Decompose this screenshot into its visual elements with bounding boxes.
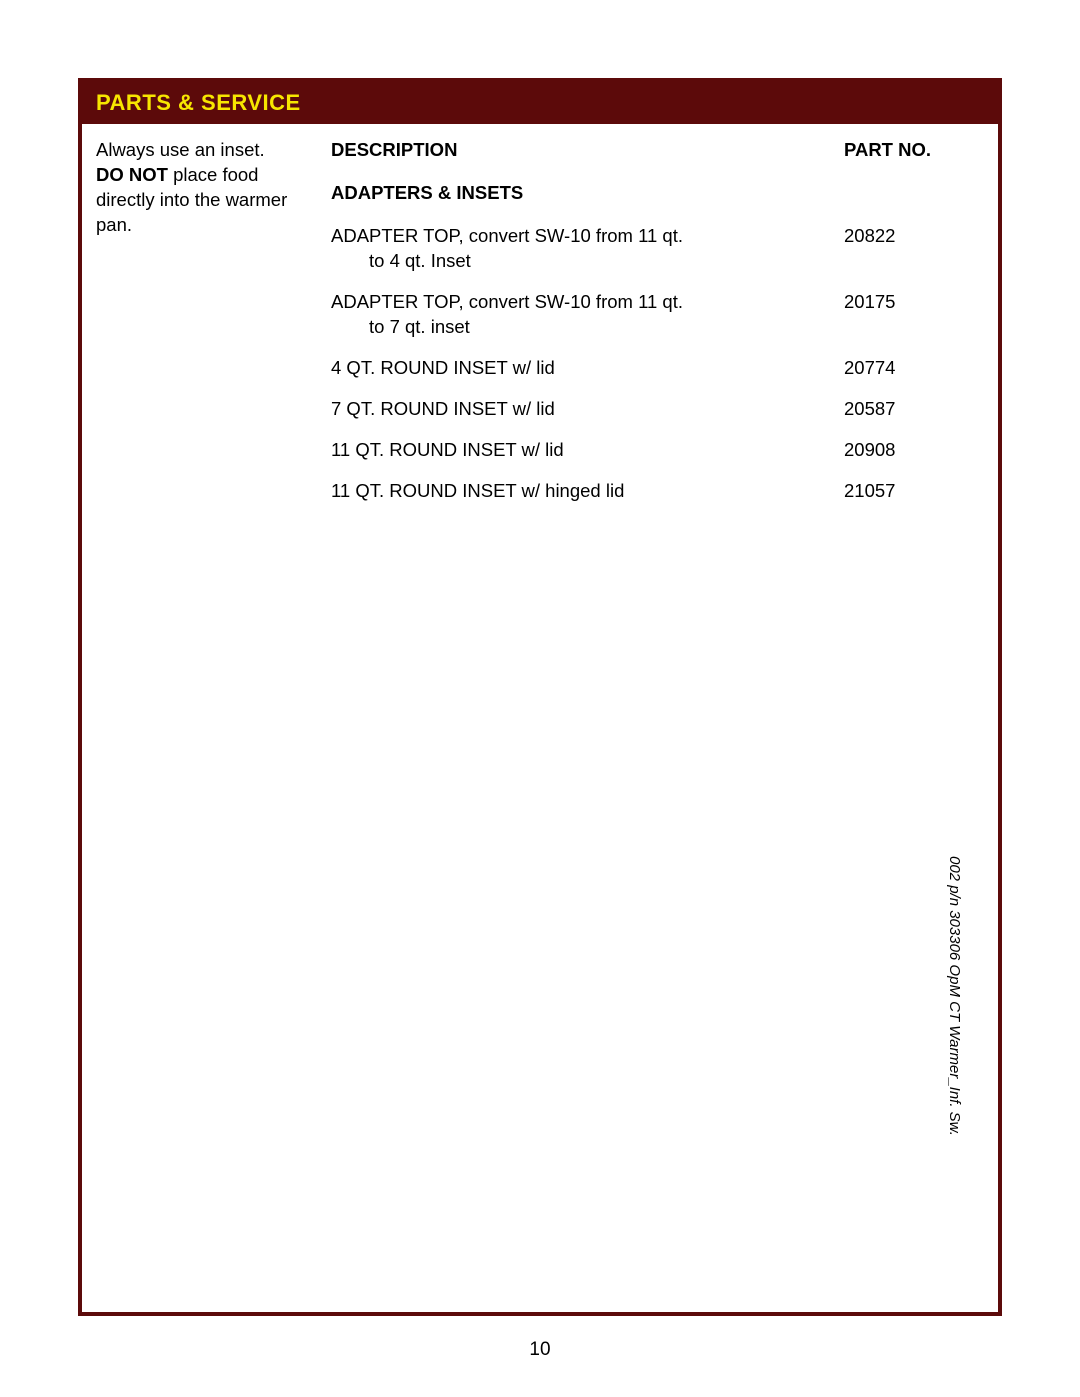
table-row: ADAPTER TOP, convert SW-10 from 11 qt. t…	[331, 290, 984, 340]
row-partno: 20908	[844, 438, 984, 463]
row-description: ADAPTER TOP, convert SW-10 from 11 qt. t…	[331, 290, 844, 340]
row-partno: 20587	[844, 397, 984, 422]
row-description: 7 QT. ROUND INSET w/ lid	[331, 397, 844, 422]
sidebar-line1: Always use an inset.	[96, 138, 321, 163]
row-description: 11 QT. ROUND INSET w/ hinged lid	[331, 479, 844, 504]
row-desc-sub: to 4 qt. Inset	[331, 249, 844, 274]
row-description: 4 QT. ROUND INSET w/ lid	[331, 356, 844, 381]
row-desc-sub: to 7 qt. inset	[331, 315, 844, 340]
table-row: 7 QT. ROUND INSET w/ lid 20587	[331, 397, 984, 422]
row-desc-main: ADAPTER TOP, convert SW-10 from 11 qt.	[331, 290, 844, 315]
col-header-description: DESCRIPTION	[331, 138, 844, 163]
document-id-label: 002 p/n 303306 OpM CT Warmer_Inf. Sw.	[945, 856, 963, 1196]
sidebar-donot: DO NOT	[96, 164, 168, 185]
section-title: PARTS & SERVICE	[96, 90, 301, 115]
row-description: 11 QT. ROUND INSET w/ lid	[331, 438, 844, 463]
content-area: Always use an inset. DO NOT place food d…	[82, 124, 998, 520]
section-header-bar: PARTS & SERVICE	[82, 82, 998, 124]
table-row: ADAPTER TOP, convert SW-10 from 11 qt. t…	[331, 224, 984, 274]
row-partno: 20822	[844, 224, 984, 274]
row-desc-main: ADAPTER TOP, convert SW-10 from 11 qt.	[331, 224, 844, 249]
table-row: 11 QT. ROUND INSET w/ lid 20908	[331, 438, 984, 463]
table-row: 11 QT. ROUND INSET w/ hinged lid 21057	[331, 479, 984, 504]
column-headers: DESCRIPTION PART NO.	[331, 138, 984, 163]
document-frame: PARTS & SERVICE Always use an inset. DO …	[78, 78, 1002, 1316]
sidebar-note: Always use an inset. DO NOT place food d…	[96, 138, 331, 520]
row-partno: 21057	[844, 479, 984, 504]
page-number: 10	[0, 1339, 1080, 1361]
table-row: 4 QT. ROUND INSET w/ lid 20774	[331, 356, 984, 381]
parts-table: DESCRIPTION PART NO. ADAPTERS & INSETS A…	[331, 138, 984, 520]
row-partno: 20774	[844, 356, 984, 381]
table-subheading: ADAPTERS & INSETS	[331, 181, 984, 206]
row-partno: 20175	[844, 290, 984, 340]
col-header-partno: PART NO.	[844, 138, 984, 163]
sidebar-line2: DO NOT place food directly into the warm…	[96, 163, 321, 238]
row-description: ADAPTER TOP, convert SW-10 from 11 qt. t…	[331, 224, 844, 274]
